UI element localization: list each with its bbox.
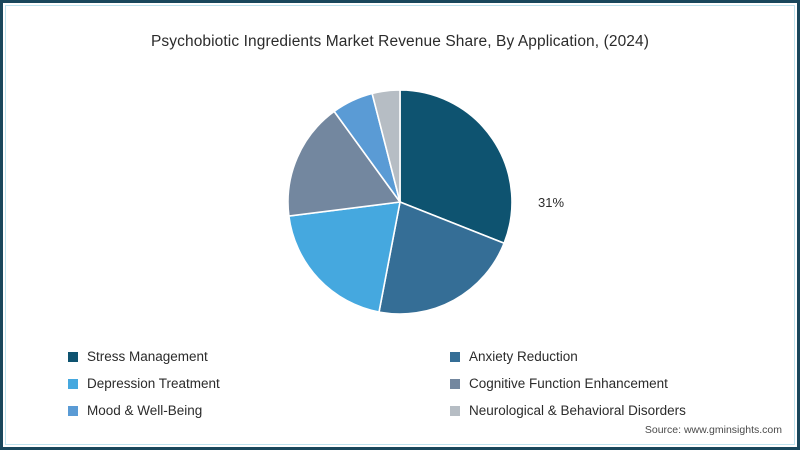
source-attribution: Source: www.gminsights.com bbox=[644, 424, 782, 436]
pie-slice[interactable] bbox=[287, 201, 401, 313]
legend-label: Neurological & Behavioral Disorders bbox=[469, 403, 686, 418]
legend-item-mood-well-being[interactable]: Mood & Well-Being bbox=[68, 398, 448, 423]
legend-swatch-icon bbox=[450, 351, 460, 362]
legend-column-right: Anxiety Reduction Cognitive Function Enh… bbox=[450, 344, 750, 425]
pie-slice[interactable] bbox=[378, 200, 506, 315]
legend-item-cognitive-function-enhancement[interactable]: Cognitive Function Enhancement bbox=[450, 371, 750, 396]
legend-swatch-icon bbox=[68, 405, 78, 416]
legend-swatch-icon bbox=[68, 378, 78, 389]
legend-item-anxiety-reduction[interactable]: Anxiety Reduction bbox=[450, 344, 750, 369]
legend-swatch-icon bbox=[450, 405, 460, 416]
legend-label: Stress Management bbox=[87, 349, 208, 364]
legend-item-depression-treatment[interactable]: Depression Treatment bbox=[68, 371, 448, 396]
legend-label: Depression Treatment bbox=[87, 376, 220, 391]
legend-swatch-icon bbox=[68, 351, 78, 362]
legend-label: Anxiety Reduction bbox=[469, 349, 578, 364]
chart-title: Psychobiotic Ingredients Market Revenue … bbox=[150, 33, 649, 50]
pie-chart-svg bbox=[287, 89, 513, 315]
legend-column-left: Stress Management Depression Treatment M… bbox=[68, 344, 448, 425]
legend-swatch-icon bbox=[450, 378, 460, 389]
pie-slice[interactable] bbox=[399, 89, 513, 245]
pie-slice[interactable] bbox=[287, 110, 402, 217]
legend-item-neurological-behavioral-disorders[interactable]: Neurological & Behavioral Disorders bbox=[450, 398, 750, 423]
pie-slice[interactable] bbox=[371, 89, 401, 203]
pie-slice-data-label: 31% bbox=[538, 195, 565, 210]
legend-item-stress-management[interactable]: Stress Management bbox=[68, 344, 448, 369]
legend-label: Mood & Well-Being bbox=[87, 403, 203, 418]
legend-label: Cognitive Function Enhancement bbox=[469, 376, 668, 391]
pie-chart bbox=[287, 89, 513, 315]
